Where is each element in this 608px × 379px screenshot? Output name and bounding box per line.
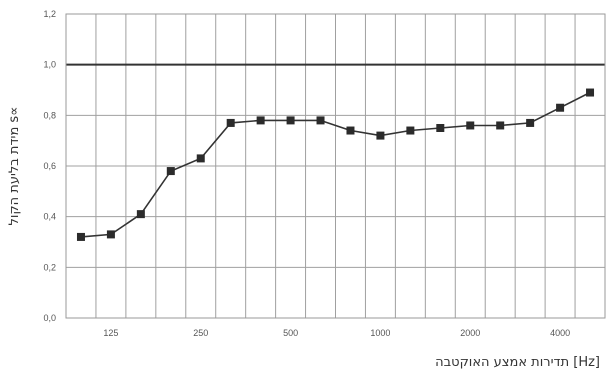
x-axis-title: תדירות אמצע האוקטבה [Hz]	[435, 355, 600, 370]
y-tick-label: 0,2	[43, 262, 56, 272]
y-tick-label: 0,4	[43, 212, 56, 222]
data-point	[346, 127, 354, 135]
x-tick-label: 4000	[550, 328, 570, 338]
data-point	[317, 116, 325, 124]
x-tick-label: 125	[103, 328, 118, 338]
data-point	[227, 119, 235, 127]
y-tick-label: 0,6	[43, 161, 56, 171]
y-tick-label: 1,2	[43, 9, 56, 19]
data-point	[137, 210, 145, 218]
x-tick-label: 2000	[460, 328, 480, 338]
data-point	[197, 154, 205, 162]
data-point	[257, 116, 265, 124]
data-point	[77, 233, 85, 241]
x-tick-label: 1000	[370, 328, 390, 338]
data-point	[556, 104, 564, 112]
data-point	[167, 167, 175, 175]
data-point	[107, 230, 115, 238]
y-tick-label: 0,8	[43, 110, 56, 120]
x-tick-label: 250	[193, 328, 208, 338]
data-point	[526, 119, 534, 127]
x-tick-label: 500	[283, 328, 298, 338]
data-point	[466, 121, 474, 129]
data-point	[496, 121, 504, 129]
data-point	[287, 116, 295, 124]
y-tick-labels: 0,0 0,2 0,4 0,6 0,8 1,0 1,2	[43, 9, 56, 323]
data-point	[436, 124, 444, 132]
data-point	[406, 127, 414, 135]
y-tick-label: 1,0	[43, 60, 56, 70]
x-tick-labels: 125 250 500 1000 2000 4000	[103, 328, 570, 338]
grid	[66, 14, 605, 318]
data-point	[586, 89, 594, 97]
data-point	[376, 132, 384, 140]
y-axis-title: מידת בליעת הקול s∝	[7, 107, 22, 226]
y-tick-label: 0,0	[43, 313, 56, 323]
